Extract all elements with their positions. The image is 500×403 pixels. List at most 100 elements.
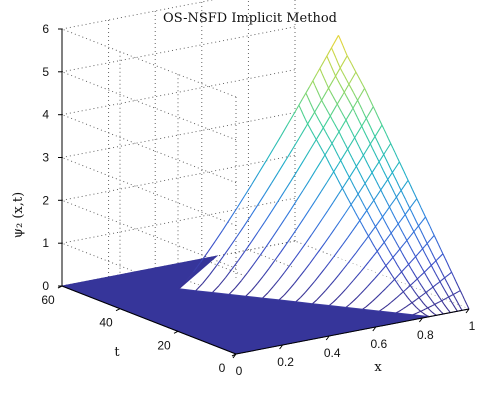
mesh-line-x (387, 268, 391, 273)
mesh-line-t (343, 144, 351, 155)
mesh-line-x (413, 231, 417, 237)
mesh-line-x (443, 289, 447, 294)
mesh-line-x (398, 185, 402, 191)
mesh-line-x (372, 243, 376, 248)
mesh-line-x (298, 104, 302, 111)
mesh-line-x (406, 218, 410, 224)
mesh-line-x (369, 168, 373, 173)
mesh-line-t (340, 289, 346, 295)
mesh-line-x (345, 95, 350, 101)
mesh-line-x (434, 304, 438, 308)
mesh-line-x (329, 139, 333, 144)
mesh-line-t (265, 148, 274, 162)
mesh-line-x (352, 91, 356, 97)
mesh-line-t (257, 221, 266, 233)
mesh-line-t (280, 124, 289, 138)
mesh-line-t (287, 111, 296, 125)
mesh-line-x (438, 244, 442, 250)
mesh-line-x (422, 212, 426, 218)
mesh-line-t (354, 159, 361, 170)
mesh-line-t (314, 249, 321, 258)
mesh-line-x (415, 306, 419, 310)
mesh-line-x (435, 273, 439, 278)
mesh-line-x (382, 216, 386, 222)
t-axis-line (61, 285, 237, 355)
mesh-line-x (378, 161, 382, 167)
mesh-line-t (229, 207, 238, 220)
mesh-line-x (409, 299, 413, 304)
mesh-line-x (372, 131, 376, 137)
mesh-line-t (408, 302, 412, 306)
mesh-line-t (293, 276, 300, 284)
mesh-line-t (365, 303, 370, 308)
mesh-line-t (413, 299, 417, 302)
mesh-line-x (340, 40, 344, 46)
mesh-line-t (429, 305, 433, 308)
mesh-line-x (405, 260, 410, 265)
mesh-line-t (400, 307, 404, 311)
mesh-line-x (388, 228, 392, 234)
mesh-line-t (349, 135, 357, 146)
mesh-line-x (360, 150, 364, 156)
mesh-line-t (309, 200, 316, 210)
mesh-line-x (412, 288, 416, 293)
mesh-line-t (442, 298, 446, 301)
mesh-line-t (309, 280, 316, 288)
z-tick-label: 4 (42, 108, 49, 122)
mesh-line-x (424, 314, 428, 317)
mesh-line-x (314, 111, 318, 117)
mesh-line-t (398, 309, 402, 313)
mesh-line-x (371, 195, 375, 201)
mesh-line-t (316, 127, 324, 139)
mesh-line-x (384, 198, 388, 204)
mesh-line-x (334, 123, 338, 129)
mesh-line-x (329, 115, 333, 121)
mesh-line-x (337, 79, 341, 85)
mesh-line-x (327, 135, 331, 140)
mesh-line-t (400, 214, 406, 221)
mesh-line-t (328, 256, 334, 264)
mesh-line-t (200, 251, 209, 263)
mesh-line-x (397, 244, 401, 250)
mesh-line-t (325, 285, 331, 291)
x-tick-mark (418, 317, 423, 323)
mesh-line-t (396, 219, 402, 226)
mesh-line-t (344, 284, 350, 291)
mesh-line-x (352, 107, 356, 113)
mesh-line-t (359, 182, 366, 191)
mesh-line-x (402, 209, 406, 215)
x-tick-label: 1 (469, 319, 476, 333)
mesh-line-t (250, 204, 259, 217)
mesh-line-t (215, 256, 224, 267)
mesh-line-t (338, 269, 344, 276)
mesh-line-t (372, 251, 378, 257)
mesh-line-x (408, 244, 412, 249)
mesh-line-t (410, 257, 416, 262)
mesh-line-x (382, 170, 387, 176)
mesh-line-t (278, 294, 285, 301)
mesh-line-t (278, 272, 285, 281)
mesh-line-x (338, 107, 343, 113)
mesh-line-x (452, 304, 456, 309)
mesh-line-x (352, 208, 356, 213)
mesh-line-t (346, 258, 353, 265)
mesh-line-t (268, 260, 276, 269)
mesh-line-t (283, 289, 290, 296)
mesh-line-t (393, 297, 398, 301)
mesh-line-t (421, 216, 426, 222)
mesh-line-t (359, 151, 367, 161)
mesh-line-x (372, 106, 376, 112)
mesh-line-t (321, 150, 329, 161)
mesh-line-x (321, 73, 325, 79)
mesh-line-t (419, 273, 424, 277)
mesh-line-x (429, 298, 433, 302)
mesh-line-t (314, 160, 322, 171)
mesh-line-t (243, 184, 252, 197)
mesh-line-t (394, 274, 399, 280)
t-tick-mark (231, 353, 237, 357)
mesh-line-t (257, 194, 266, 206)
mesh-line-x (347, 124, 351, 130)
mesh-line-t (258, 160, 267, 174)
mesh-line-t (425, 267, 429, 272)
